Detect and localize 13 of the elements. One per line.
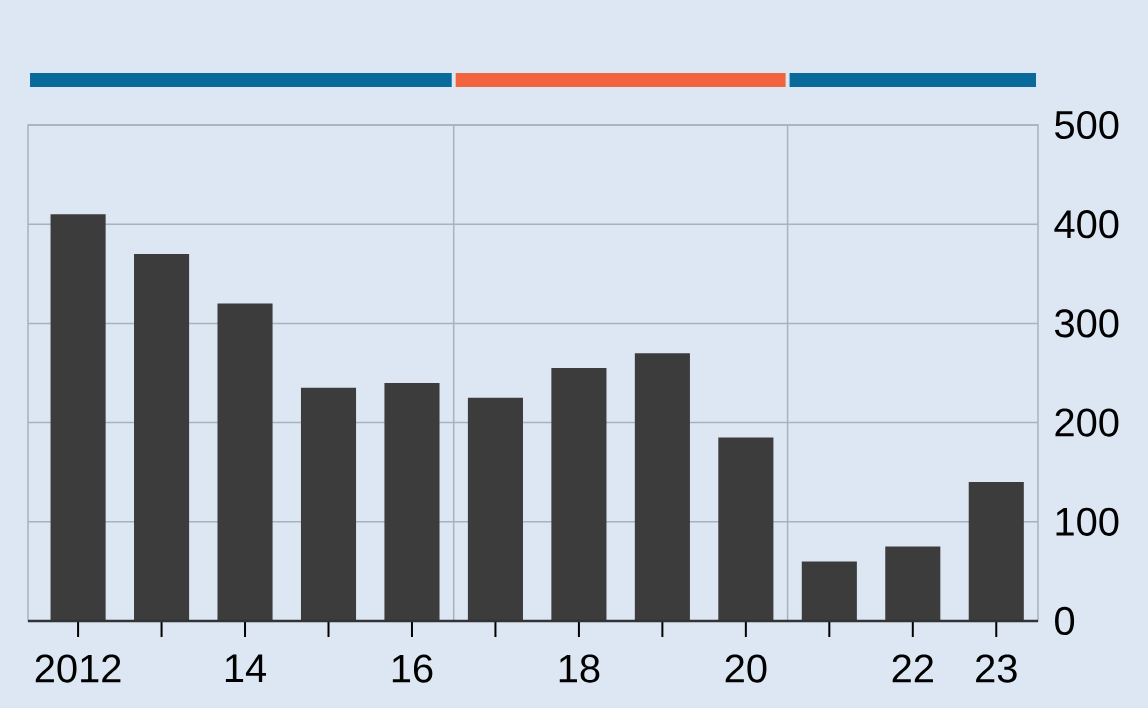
x-tick-label: 23: [976, 654, 1017, 683]
x-tick-label: 22: [892, 654, 933, 683]
y-tick-label: 500: [1055, 110, 1119, 140]
x-tick-label: 14: [225, 654, 267, 682]
y-tick-label: 400: [1054, 210, 1119, 239]
y-tick-label: 0: [1055, 606, 1075, 636]
y-tick-label: 100: [1056, 507, 1119, 536]
x-tick-label: 16: [392, 654, 433, 683]
x-tick-label: 2012: [35, 654, 121, 683]
x-tick-label: 20: [725, 654, 767, 683]
y-tick-label: 300: [1055, 309, 1119, 338]
y-tick-label: 200: [1055, 408, 1119, 437]
x-tick-label: 18: [559, 654, 600, 683]
